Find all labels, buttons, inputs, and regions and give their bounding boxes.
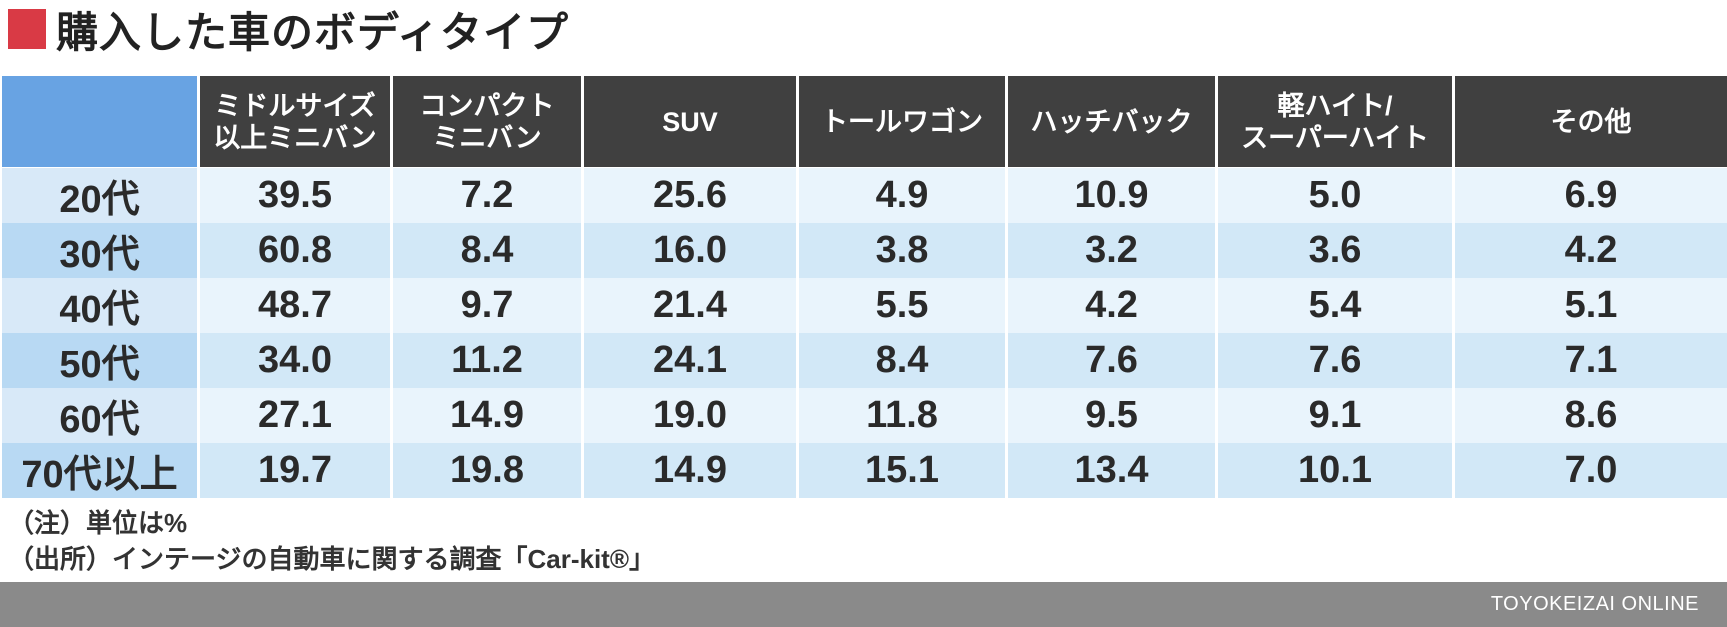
table-row: 30代 60.8 8.4 16.0 3.8 3.2 3.6 4.2: [2, 223, 1727, 278]
page-title: 購入した車のボディタイプ: [56, 8, 570, 56]
table-cell: 7.0: [1455, 443, 1727, 498]
row-header: 70代以上: [2, 443, 200, 498]
table-cell: 11.8: [799, 388, 1008, 443]
table-cell: 19.7: [200, 443, 393, 498]
table-cell: 9.5: [1008, 388, 1218, 443]
table-cell: 27.1: [200, 388, 393, 443]
table-row: 50代 34.0 11.2 24.1 8.4 7.6 7.6 7.1: [2, 333, 1727, 388]
table-cell: 7.1: [1455, 333, 1727, 388]
table-cell: 24.1: [584, 333, 799, 388]
table-cell: 60.8: [200, 223, 393, 278]
table-cell: 48.7: [200, 278, 393, 333]
table-cell: 7.6: [1008, 333, 1218, 388]
table-cell: 3.2: [1008, 223, 1218, 278]
table-cell: 4.2: [1008, 278, 1218, 333]
table-cell: 19.8: [393, 443, 584, 498]
row-header: 50代: [2, 333, 200, 388]
column-header: SUV: [584, 76, 799, 168]
table-cell: 5.1: [1455, 278, 1727, 333]
source-note: （出所）インテージの自動車に関する調査「Car-kit®」: [8, 544, 655, 574]
column-header: ハッチバック: [1008, 76, 1218, 168]
table-cell: 34.0: [200, 333, 393, 388]
row-header: 60代: [2, 388, 200, 443]
table-cell: 8.6: [1455, 388, 1727, 443]
table-cell: 6.9: [1455, 168, 1727, 223]
table-cell: 15.1: [799, 443, 1008, 498]
table-cell: 11.2: [393, 333, 584, 388]
row-header: 20代: [2, 168, 200, 223]
title-marker: [8, 9, 46, 49]
table-cell: 19.0: [584, 388, 799, 443]
table-cell: 5.4: [1218, 278, 1455, 333]
table-cell: 3.6: [1218, 223, 1455, 278]
table-cell: 9.1: [1218, 388, 1455, 443]
table-cell: 5.0: [1218, 168, 1455, 223]
table-cell: 8.4: [799, 333, 1008, 388]
table-cell: 4.9: [799, 168, 1008, 223]
table-cell: 8.4: [393, 223, 584, 278]
column-header: その他: [1455, 76, 1727, 168]
column-header: 軽ハイト/スーパーハイト: [1218, 76, 1455, 168]
table-cell: 4.2: [1455, 223, 1727, 278]
table-cell: 3.8: [799, 223, 1008, 278]
table-cell: 7.2: [393, 168, 584, 223]
table-row: 40代 48.7 9.7 21.4 5.5 4.2 5.4 5.1: [2, 278, 1727, 333]
table-cell: 10.9: [1008, 168, 1218, 223]
footer-brand: TOYOKEIZAI ONLINE: [1490, 593, 1699, 615]
corner-cell: [2, 76, 200, 168]
table-cell: 39.5: [200, 168, 393, 223]
table-cell: 14.9: [584, 443, 799, 498]
notes: （注）単位は% （出所）インテージの自動車に関する調査「Car-kit®」: [8, 505, 655, 577]
table-row: 20代 39.5 7.2 25.6 4.9 10.9 5.0 6.9: [2, 168, 1727, 223]
table-cell: 16.0: [584, 223, 799, 278]
table-row: 70代以上 19.7 19.8 14.9 15.1 13.4 10.1 7.0: [2, 443, 1727, 498]
row-header: 40代: [2, 278, 200, 333]
row-header: 30代: [2, 223, 200, 278]
table-cell: 9.7: [393, 278, 584, 333]
table-cell: 7.6: [1218, 333, 1455, 388]
table-cell: 14.9: [393, 388, 584, 443]
table-cell: 10.1: [1218, 443, 1455, 498]
table-cell: 13.4: [1008, 443, 1218, 498]
table-row: 60代 27.1 14.9 19.0 11.8 9.5 9.1 8.6: [2, 388, 1727, 443]
unit-note: （注）単位は%: [8, 508, 188, 538]
table-body: 20代 39.5 7.2 25.6 4.9 10.9 5.0 6.9 30代 60.8 8.4 16.…: [2, 168, 1727, 498]
title-block: 購入した車のボディタイプ: [8, 4, 569, 56]
table-cell: 25.6: [584, 168, 799, 223]
column-header: ミドルサイズ 以上ミニバン: [200, 76, 393, 168]
footer-bar: TOYOKEIZAI ONLINE: [0, 582, 1727, 627]
table-cell: 5.5: [799, 278, 1008, 333]
table-cell: 21.4: [584, 278, 799, 333]
column-header: トールワゴン: [799, 76, 1008, 168]
data-table: ミドルサイズ 以上ミニバン コンパクト ミニバン SUV トールワゴン ハッチバック…: [2, 76, 1727, 498]
header-row: ミドルサイズ 以上ミニバン コンパクト ミニバン SUV トールワゴン ハッチバック…: [2, 76, 1727, 168]
column-header: コンパクト ミニバン: [393, 76, 584, 168]
